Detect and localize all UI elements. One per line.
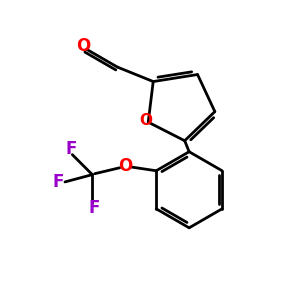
Text: O: O xyxy=(76,37,90,55)
Text: F: F xyxy=(65,140,76,158)
Text: F: F xyxy=(88,199,100,217)
Text: F: F xyxy=(53,173,64,191)
Text: O: O xyxy=(139,113,152,128)
Text: O: O xyxy=(118,157,132,175)
